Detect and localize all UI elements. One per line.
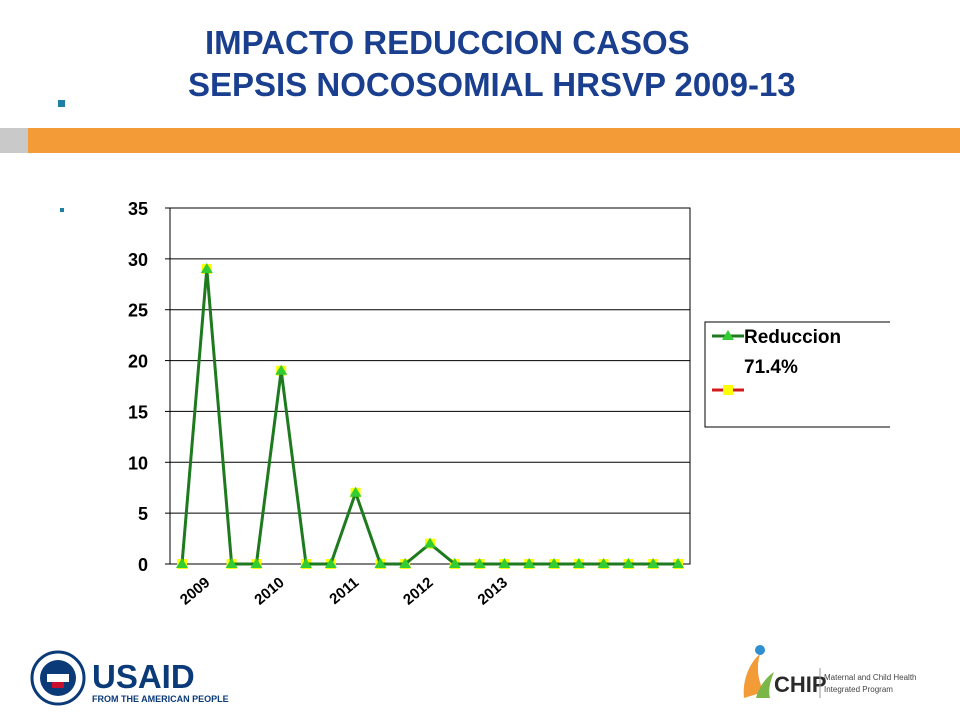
mchip-tagline-line2: Integrated Program [824,685,893,694]
x-tick-label: 2010 [251,574,287,608]
x-tick-label: 2009 [177,574,213,608]
mchip-mother-child-icon [743,654,764,698]
data-point-reduccion [473,558,486,568]
data-point-reduccion [200,263,213,274]
x-tick-label: 2011 [326,574,362,608]
usaid-logo: USAID FROM THE AMERICAN PEOPLE [30,650,230,711]
data-point-reduccion [374,558,387,568]
data-point-reduccion [498,558,511,568]
y-tick-label: 10 [128,453,148,473]
mchip-wordmark: CHIP [774,672,827,697]
bullet-marker-small [60,208,64,212]
chart-plot-area: 0 5 10 15 20 25 30 35 2009 2010 2011 2012 2013 [128,199,691,609]
x-tick-label: 2013 [474,574,510,608]
y-tick-label: 0 [138,555,148,575]
usaid-wordmark: USAID [92,658,195,695]
mchip-tagline-line1: Maternal and Child Health [824,673,917,682]
legend-marker-series2 [723,385,733,395]
legend-label-reduccion-line1: Reduccion [744,327,841,348]
data-point-reduccion [523,558,536,568]
legend-marker-reduccion [722,330,734,340]
data-point-reduccion [572,558,585,568]
mchip-logo: CHIP Maternal and Child Health Integrate… [730,640,920,715]
y-tick-label: 25 [128,301,148,321]
data-point-reduccion [300,558,312,568]
data-point-reduccion [275,364,288,375]
bullet-marker [58,100,65,107]
data-point-reduccion [448,558,461,568]
y-axis-ticks: 0 5 10 15 20 25 30 35 [128,199,170,575]
plot-frame [169,207,691,565]
legend-frame [704,321,890,428]
y-tick-label: 35 [128,199,148,219]
data-point-reduccion [324,558,337,568]
legend-label-reduccion-line2: 71.4% [744,357,798,378]
header-band-orange [28,128,960,153]
y-tick-label: 15 [128,402,148,422]
data-point-reduccion [399,558,412,568]
data-point-reduccion [647,558,660,568]
y-tick-label: 30 [128,250,148,270]
data-point-reduccion [622,558,635,568]
data-point-reduccion [597,558,610,568]
y-tick-label: 20 [128,352,148,372]
data-point-reduccion [548,558,560,568]
x-tick-label: 2012 [400,574,436,608]
data-point-reduccion [225,558,238,568]
slide-title-line1: IMPACTO REDUCCION CASOS [205,24,690,61]
data-point-reduccion [349,486,362,497]
usaid-tagline: FROM THE AMERICAN PEOPLE [92,694,229,704]
line-chart: 0 5 10 15 20 25 30 35 2009 2010 2011 2012 2013 Redu… [128,199,890,609]
x-axis-ticks: 2009 2010 2011 2012 2013 [177,574,511,608]
data-point-reduccion [424,537,436,548]
series-line-series2 [181,268,678,565]
data-point-reduccion [176,558,188,568]
data-point-reduccion [672,558,684,568]
gridlines [170,258,690,514]
y-tick-label: 5 [138,504,148,524]
series-layer [176,263,684,569]
slide-title-line2: SEPSIS NOCOSOMIAL HRSVP 2009-13 [188,66,796,103]
series-line-reduccion [180,268,678,566]
legend: Reduccion 71.4% [704,321,890,428]
data-point-reduccion [250,558,263,568]
